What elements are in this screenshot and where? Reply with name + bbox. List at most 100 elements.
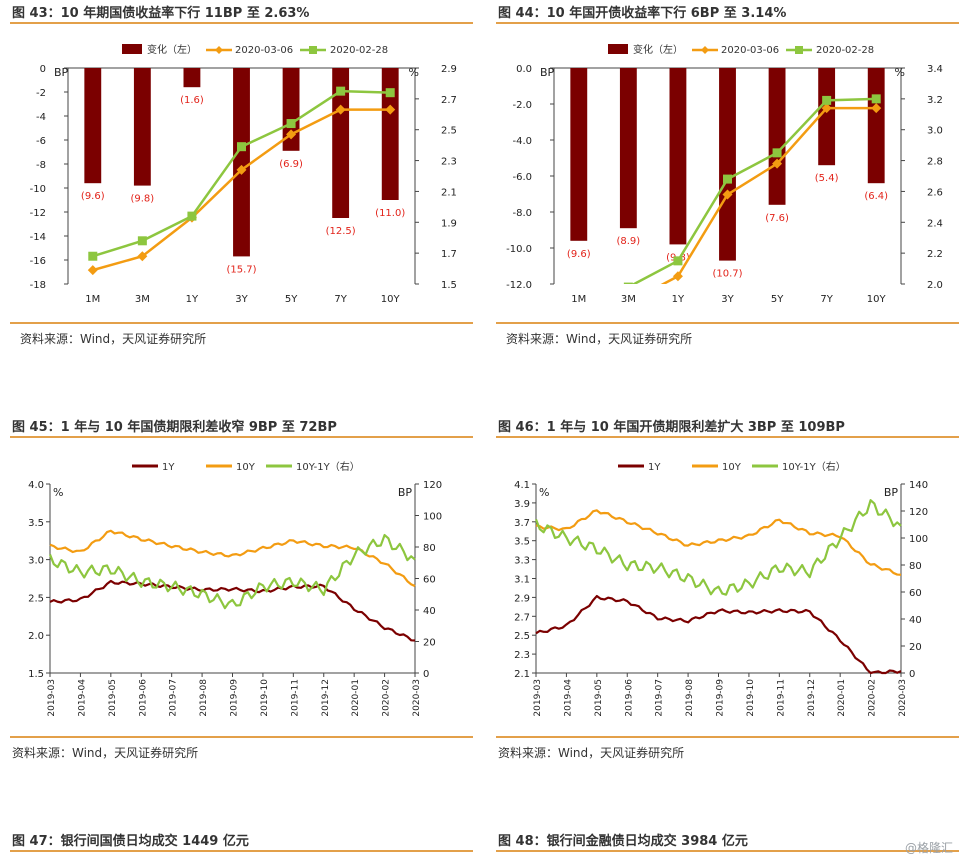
left-tick-label: 2.5	[28, 593, 44, 604]
bar	[332, 68, 350, 218]
x-tick-label: 2019-08	[199, 679, 209, 717]
panel-44-source: 资料来源：Wind，天风证券研究所	[506, 332, 693, 346]
left-tick-label: 3.9	[514, 499, 530, 510]
series-point-2	[673, 256, 683, 266]
watermark: @格隆汇	[904, 841, 953, 855]
category-label: 1M	[571, 294, 586, 305]
bar	[381, 68, 399, 200]
x-tick-label: 2019-11	[776, 679, 786, 717]
category-label: 3Y	[235, 294, 248, 305]
panel-43-title: 图 43：10 年期国债收益率下行 11BP 至 2.63%	[12, 6, 310, 21]
left-unit-label: BP	[54, 66, 69, 79]
bar	[768, 68, 786, 205]
bar-value-label: (7.6)	[765, 213, 789, 224]
bar	[867, 68, 885, 184]
right-tick-label: 40	[423, 606, 436, 617]
right-tick-label: 3.0	[927, 126, 943, 137]
legend-label: 1Y	[162, 462, 175, 473]
x-tick-label: 2019-12	[807, 679, 817, 717]
right-tick-label: 0	[909, 669, 915, 680]
x-tick-label: 2020-01	[837, 679, 847, 717]
category-label: 3M	[621, 294, 636, 305]
left-tick-label: -12	[30, 208, 46, 219]
bar-value-label: (6.4)	[864, 191, 888, 202]
panel-46-source: 资料来源：Wind，天风证券研究所	[498, 746, 685, 760]
left-tick-label: 3.0	[28, 556, 44, 567]
right-unit-label: BP	[398, 486, 413, 499]
x-tick-label: 2019-09	[716, 679, 726, 717]
series-point-2	[137, 236, 147, 246]
bar	[719, 68, 736, 261]
left-tick-label: -8	[36, 160, 46, 171]
legend-label: 2020-03-06	[235, 45, 293, 56]
series-group	[87, 86, 396, 276]
series-point-2	[822, 95, 832, 105]
x-tick-label: 2019-03	[533, 679, 543, 717]
series-point-2	[772, 148, 782, 158]
series-line-1	[49, 579, 416, 642]
chart-46: 1Y 10Y 10Y-1Y（右）% BP 4.1 3.9 3.7 3.5 3.3 3.1 2.9 2.…	[514, 460, 928, 717]
left-tick-label: 0.0	[516, 64, 532, 75]
series-group	[623, 94, 882, 284]
left-tick-label: 2.9	[514, 593, 530, 604]
left-tick-label: 3.5	[514, 537, 530, 548]
chart-45: 1Y 10Y 10Y-1Y（右）% BP 4.0 3.5 3.0 2.5 2.0 1.5 120 10…	[28, 460, 442, 717]
category-label: 7Y	[334, 294, 347, 305]
category-label: 10Y	[867, 294, 887, 305]
left-tick-label: 2.7	[514, 612, 530, 623]
series-point-1	[672, 271, 683, 282]
left-tick-label: -6	[36, 136, 46, 147]
left-tick-label: -12.0	[506, 280, 532, 291]
series-point-1	[821, 103, 832, 114]
right-tick-label: 0	[423, 669, 429, 680]
right-tick-label: 2.4	[927, 218, 943, 229]
bar	[818, 68, 836, 166]
series-point-1	[722, 189, 733, 200]
bar-value-label: (1.6)	[180, 95, 204, 106]
right-tick-label: 120	[909, 507, 928, 518]
right-tick-label: 2.2	[927, 249, 943, 260]
series-point-2	[336, 86, 346, 96]
left-tick-label: -8.0	[512, 208, 532, 219]
right-tick-label: 2.3	[441, 157, 457, 168]
panel-45-bottom-rule	[10, 736, 473, 738]
category-label: 5Y	[771, 294, 784, 305]
bar-value-label: (15.7)	[226, 264, 256, 275]
series-point-2	[237, 142, 246, 152]
left-tick-label: 3.7	[514, 518, 530, 529]
category-label: 1Y	[186, 294, 199, 305]
left-tick-label: -10.0	[506, 244, 532, 255]
panel-46-bottom-rule	[496, 736, 959, 738]
x-tick-label: 2019-07	[655, 679, 665, 717]
left-tick-label: 0	[40, 64, 46, 75]
right-tick-label: 3.2	[927, 95, 943, 106]
left-tick-label: -2	[36, 88, 46, 99]
left-tick-label: 2.3	[514, 650, 530, 661]
right-tick-label: 80	[423, 543, 436, 554]
category-label: 3M	[135, 294, 150, 305]
series-point-1	[137, 251, 148, 262]
right-tick-label: 2.7	[441, 95, 457, 106]
x-tick-label: 2019-06	[138, 679, 148, 717]
series-point-1	[871, 103, 882, 114]
right-tick-label: 60	[909, 588, 922, 599]
right-tick-label: 80	[909, 561, 922, 572]
category-label: 10Y	[381, 294, 401, 305]
x-tick-label: 2019-04	[563, 679, 573, 717]
left-tick-label: -2.0	[512, 100, 532, 111]
right-tick-label: 20	[909, 642, 922, 653]
left-tick-label: 3.3	[514, 556, 530, 567]
bar	[669, 68, 687, 245]
series-line-2	[49, 529, 416, 588]
legend-label: 2020-02-28	[330, 45, 388, 56]
bar-value-label: (5.4)	[815, 173, 839, 184]
series-line-3	[534, 499, 902, 596]
left-tick-label: -14	[30, 232, 46, 243]
category-label: 3Y	[721, 294, 734, 305]
panel-44-bottom-rule	[496, 322, 959, 324]
legend-label: 10Y	[236, 462, 256, 473]
x-tick-label: 2019-07	[169, 679, 179, 717]
legend-label: 2020-02-28	[816, 45, 874, 56]
x-tick-label: 2019-04	[77, 679, 87, 717]
bar-value-label: (8.9)	[616, 236, 640, 247]
